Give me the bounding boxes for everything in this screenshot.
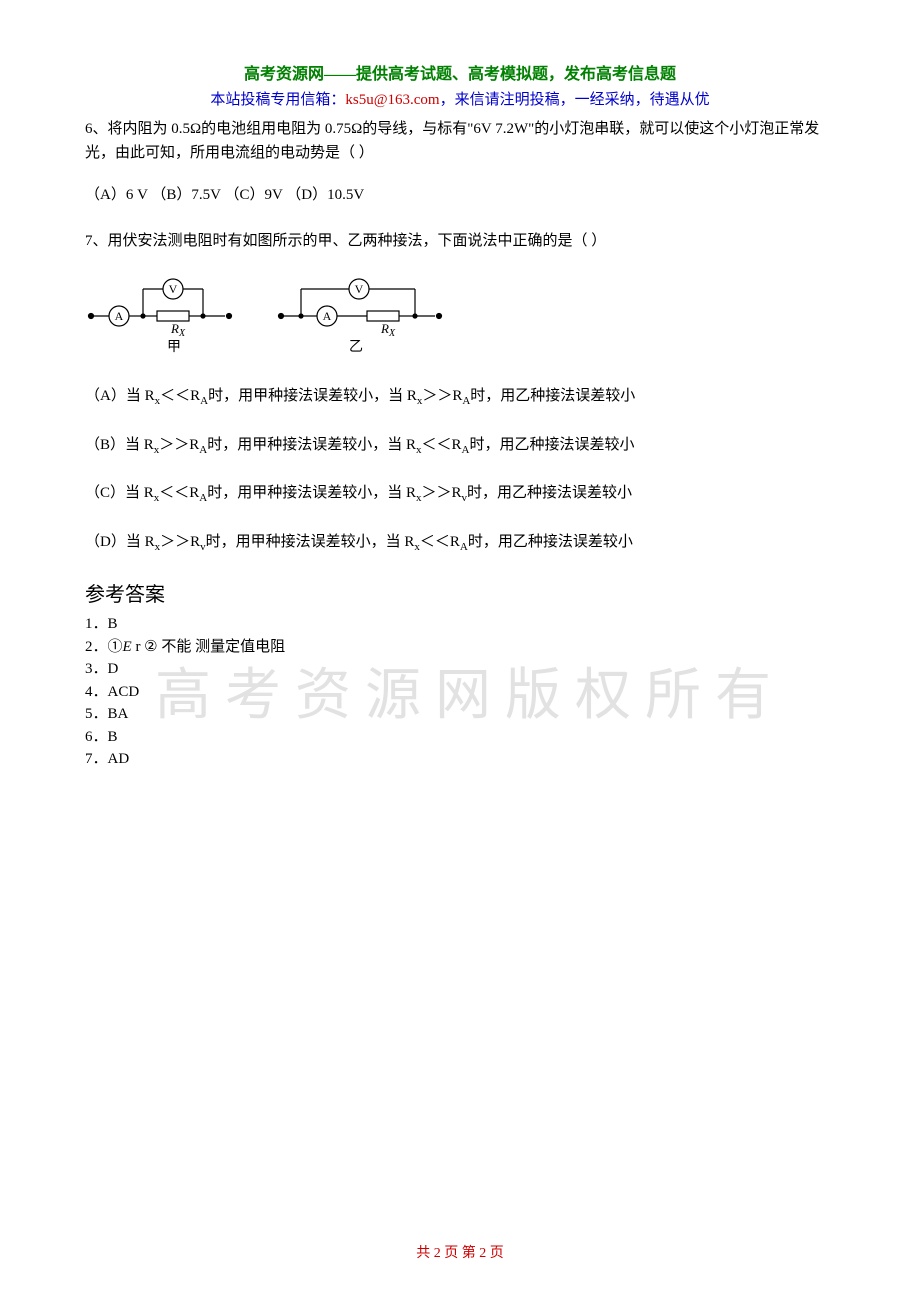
q6-options: （A）6 V （B）7.5V （C）9V （D）10.5V [85,183,835,207]
svg-text:V: V [355,282,364,296]
q7-text: 7、用伏安法测电阻时有如图所示的甲、乙两种接法，下面说法中正确的是（ ） [85,229,835,253]
answer-5: 5．BA [85,703,835,726]
header-subtitle: 本站投稿专用信箱：ks5u@163.com，来信请注明投稿，一经采纳，待遇从优 [85,88,835,109]
answer-2: 2．①E r ② 不能 测量定值电阻 [85,636,835,659]
answer-4: 4．ACD [85,681,835,704]
rx-label-yi: RX [380,321,396,339]
q7-option-d: （D）当 Rx＞＞Rv时，用甲种接法误差较小，当 Rx＜＜RA时，用乙种接法误差… [85,530,835,557]
question-7: 7、用伏安法测电阻时有如图所示的甲、乙两种接法，下面说法中正确的是（ ） A [85,229,835,556]
page-content: 高考资源网——提供高考试题、高考模拟题，发布高考信息题 本站投稿专用信箱：ks5… [85,60,835,771]
question-6: 6、将内阻为 0.5Ω的电池组用电阻为 0.75Ω的导线，与标有"6V 7.2W… [85,117,835,207]
circuit-diagrams: A V [85,271,835,356]
page-footer: 共 2 页 第 2 页 [0,1242,920,1262]
answer-6: 6．B [85,726,835,749]
subtitle-suffix: ，来信请注明投稿，一经采纳，待遇从优 [440,92,710,108]
jia-label: 甲 [167,340,181,355]
answers-title: 参考答案 [85,578,835,607]
rx-label-jia: RX [170,321,186,339]
q7-option-a: （A）当 Rx＜＜RA时，用甲种接法误差较小，当 Rx＞＞RA时，用乙种接法误差… [85,384,835,411]
subtitle-email: ks5u@163.com [345,92,439,108]
svg-text:A: A [323,309,332,323]
circuit-yi: V A RX 乙 [275,271,445,356]
q7-option-b: （B）当 Rx＞＞RA时，用甲种接法误差较小，当 Rx＜＜RA时，用乙种接法误差… [85,433,835,460]
q7-option-c: （C）当 Rx＜＜RA时，用甲种接法误差较小，当 Rx＞＞Rv时，用乙种接法误差… [85,481,835,508]
q6-text: 6、将内阻为 0.5Ω的电池组用电阻为 0.75Ω的导线，与标有"6V 7.2W… [85,117,835,165]
subtitle-prefix: 本站投稿专用信箱： [210,92,345,108]
svg-text:V: V [169,282,178,296]
yi-label: 乙 [349,339,363,355]
answer-7: 7．AD [85,748,835,771]
svg-text:A: A [115,309,124,323]
answer-3: 3．D [85,658,835,681]
circuit-jia: A V [85,271,235,356]
header-title: 高考资源网——提供高考试题、高考模拟题，发布高考信息题 [85,60,835,84]
answer-1: 1．B [85,613,835,636]
